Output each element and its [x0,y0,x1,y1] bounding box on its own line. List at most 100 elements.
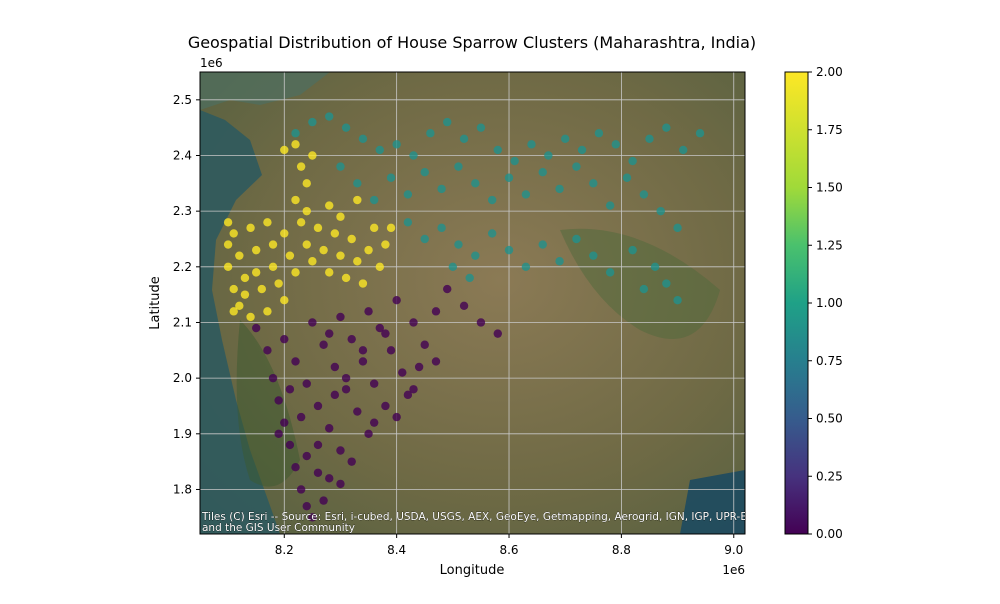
cluster-2-point [353,257,362,266]
cluster-2-point [296,162,306,171]
cluster-0-point [409,318,418,327]
cluster-0-point [398,368,407,377]
cluster-0-point [431,357,441,366]
cluster-0-point [414,362,424,372]
cluster-1-point [375,145,384,155]
cluster-2-point [325,268,334,277]
attribution: Tiles (C) Esri -- Source: Esri, i-cubed,… [201,511,745,534]
cluster-0-point [313,468,323,477]
cluster-1-point [589,251,598,260]
colorbar-ticks: 0.00 0.25 0.50 0.75 1.00 1.25 1.50 1.75 2.00 [808,65,843,541]
cluster-1-point [521,262,531,272]
cluster-0-point [302,451,311,461]
cluster-1-point [336,162,345,171]
cluster-0-point [291,463,300,472]
cluster-1-point [645,134,654,143]
cluster-2-point [325,201,334,210]
cluster-0-point [459,301,469,310]
basemap [200,72,745,534]
cluster-0-point [364,307,373,316]
cluster-2-point [358,279,368,288]
cluster-1-point [437,223,446,233]
x-tick-label: 8.6 [499,543,518,557]
cluster-2-point [285,251,295,260]
cluster-1-point [544,151,553,160]
colorbar-tick-label: 1.75 [816,123,843,137]
cluster-2-point [302,179,311,188]
cluster-1-point [555,257,564,266]
cluster-1-point [420,234,429,244]
cluster-2-point [308,151,317,160]
cluster-0-point [302,379,311,388]
cluster-0-point [313,401,323,411]
cluster-0-point [251,323,261,333]
cluster-1-point [353,179,362,188]
cluster-1-point [611,140,620,149]
cluster-1-point [622,173,632,182]
y-axis-label: Latitude [148,276,163,330]
cluster-1-point [420,167,429,177]
cluster-2-point [341,273,351,283]
cluster-2-point [246,223,255,233]
cluster-1-point [521,190,531,199]
cluster-0-point [308,318,317,327]
y-tick-label: 2.2 [173,260,192,274]
cluster-2-point [223,240,233,249]
cluster-2-point [313,223,323,233]
cluster-0-point [263,346,272,355]
cluster-2-point [263,307,272,316]
cluster-0-point [319,340,328,349]
cluster-0-point [369,418,379,427]
cluster-2-point [246,312,255,322]
colorbar-tick-label: 0.75 [816,354,843,368]
cluster-0-point [493,329,502,338]
colorbar [784,71,809,535]
cluster-0-point [336,312,345,322]
cluster-1-point [504,245,514,255]
attribution-line-2: and the GIS User Community [202,522,355,534]
cluster-0-point [347,334,356,344]
cluster-0-point [325,474,334,483]
cluster-2-point [302,206,311,216]
cluster-1-point [510,156,519,166]
chart-title: Geospatial Distribution of House Sparrow… [188,33,756,52]
cluster-0-point [364,429,373,439]
cluster-2-point [296,218,306,227]
cluster-2-point [240,290,250,299]
cluster-1-point [628,245,637,255]
cluster-1-point [639,284,649,294]
cluster-1-point [325,112,334,121]
cluster-1-point [594,129,604,138]
cluster-2-point [330,229,340,238]
cluster-0-point [381,329,390,338]
cluster-2-point [375,262,384,272]
cluster-0-point [296,485,306,494]
cluster-2-point [336,251,345,260]
y-tick-label: 1.8 [173,482,192,496]
colorbar-tick-label: 0.00 [816,527,843,541]
data-points [223,112,705,522]
cluster-0-point [336,446,345,455]
cluster-2-point [291,195,300,205]
cluster-1-point [555,184,564,194]
cluster-1-point [392,140,401,149]
cluster-1-point [443,117,452,127]
cluster-2-point [223,218,233,227]
cluster-2-point [381,240,390,249]
cluster-0-point [280,334,289,344]
cluster-1-point [465,273,474,283]
cluster-0-point [341,373,351,383]
cluster-1-point [605,201,615,210]
cluster-1-point [673,223,682,233]
colorbar-tick-label: 1.00 [816,296,843,310]
cluster-1-point [561,134,570,143]
cluster-2-point [369,223,379,233]
cluster-2-point [268,262,278,272]
cluster-2-point [268,240,278,249]
cluster-0-point [308,513,317,522]
cluster-2-point [229,284,238,294]
y-tick-label: 2.0 [173,371,192,385]
cluster-2-point [336,212,345,221]
cluster-2-point [235,301,244,310]
